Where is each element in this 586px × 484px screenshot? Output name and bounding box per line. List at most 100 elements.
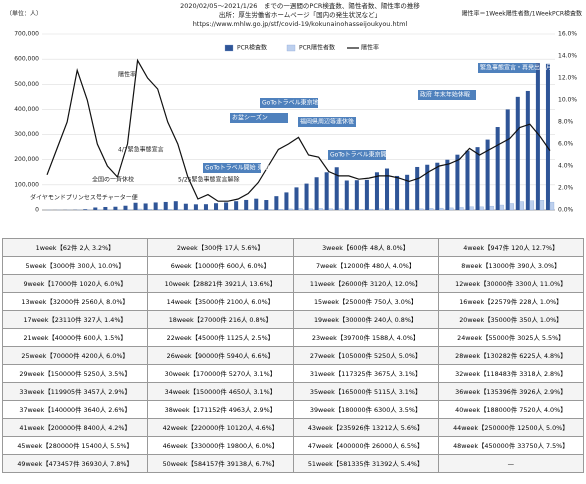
annotation-box — [260, 98, 318, 108]
bar — [419, 208, 424, 211]
bar — [395, 175, 400, 210]
table-cell: 45week【280000件 15400人 5.5%】 — [1, 436, 149, 455]
table-cell: 35week【165000件 5115人 3.1%】 — [292, 382, 439, 401]
bar — [147, 209, 152, 211]
table-cell: 12week【30000件 3300人 11.0%】 — [437, 274, 585, 293]
table-cell: 33week【119905件 3457人 2.9%】 — [1, 382, 149, 401]
bar — [163, 201, 168, 210]
bar — [539, 200, 545, 211]
y2-tick-label: 0.0% — [558, 207, 574, 214]
table-cell: 39week【180000件 6300人 3.5%】 — [292, 400, 439, 419]
legend-label: 陽性率 — [361, 44, 379, 52]
bar — [515, 96, 520, 210]
bar — [509, 203, 514, 211]
table-cell: 16week【22579件 228人 1.0%】 — [437, 292, 585, 311]
bar — [137, 208, 142, 211]
bar — [274, 196, 279, 210]
bar — [408, 208, 414, 211]
bar — [288, 208, 293, 211]
bar — [177, 209, 182, 211]
table-cell: 48week【450000件 33750人 7.5%】 — [437, 436, 585, 455]
annotation-box — [203, 163, 261, 173]
annotation: GoToトラベル開始 東京都は除外 — [205, 164, 294, 172]
y2-tick-label: 6.0% — [558, 141, 574, 148]
bar — [499, 204, 504, 211]
table-cell: 24week【55000件 3025人 5.5%】 — [437, 328, 585, 347]
bar — [334, 167, 339, 210]
table-cell: 18week【27000件 216人 0.8%】 — [147, 310, 294, 329]
legend-swatch — [286, 44, 296, 52]
bar — [318, 208, 323, 211]
y-tick-label: 200,000 — [14, 156, 39, 163]
table-cell: 5week【3000件 300人 10.0%】 — [1, 256, 149, 275]
annotation-box — [478, 63, 536, 73]
y-tick-label: 600,000 — [14, 56, 39, 63]
table-row: 21week【40000件 600人 1.5%】 22week【45000件 11… — [1, 328, 585, 347]
y2-tick-label: 14.0% — [558, 53, 577, 60]
annotation: 4/7緊急事態宣言 — [118, 146, 164, 154]
bar — [378, 208, 384, 211]
bar — [314, 177, 319, 210]
bar — [429, 208, 434, 211]
table-cell: 46week【330000件 19800人 6.0%】 — [147, 436, 294, 455]
table-row: 1week【62件 2人 3.2%】 2week【300件 17人 5.6%】 3w… — [1, 238, 585, 257]
bar — [449, 207, 454, 211]
table-cell: 8week【13000件 390人 3.0%】 — [437, 256, 585, 275]
bar — [113, 206, 118, 210]
table-cell: 9week【17000件 1020人 6.0%】 — [1, 274, 149, 293]
bar — [167, 209, 172, 211]
table-cell: 41week【200000件 8400人 4.2%】 — [1, 418, 149, 437]
table-cell: 7week【12000件 480人 4.0%】 — [292, 256, 439, 275]
bar — [475, 147, 480, 210]
bar — [348, 208, 353, 211]
bar — [495, 127, 500, 210]
rate-line — [46, 58, 551, 202]
y2-axis-label: 陽性率＝1Week陽性者数/1WeekPCR検査数 — [461, 10, 582, 18]
bar — [368, 208, 374, 211]
bar — [143, 203, 148, 210]
source-url: https://www.mhlw.go.jp/stf/covid-19/koku… — [193, 20, 408, 28]
bar — [529, 200, 535, 211]
table-cell: 22week【45000件 1125人 2.5%】 — [147, 328, 294, 347]
table-cell: — — [437, 454, 585, 473]
bar — [398, 208, 404, 211]
table-row: 9week【17000件 1020人 6.0%】 10week【28821件 39… — [1, 274, 585, 293]
annotation: 陽性率 — [118, 71, 136, 79]
bar — [133, 202, 138, 210]
table-cell: 10week【28821件 3921人 13.6%】 — [147, 274, 294, 293]
table-cell: 32week【118483件 3318人 2.8%】 — [437, 364, 585, 383]
bar — [278, 209, 283, 211]
y2-tick-label: 2.0% — [558, 185, 574, 192]
bar — [254, 198, 259, 210]
annotation: ダイヤモンドプリンセス号チャーター便 — [30, 194, 138, 202]
table-cell: 2week【300件 17人 5.6%】 — [147, 238, 294, 257]
table-cell: 27week【105000件 5250人 5.0%】 — [292, 346, 439, 365]
table-cell: 21week【40000件 600人 1.5%】 — [1, 328, 149, 347]
annotation: 5/25緊急事態宣言解除 — [178, 176, 239, 184]
table-cell: 44week【250000件 12500人 5.0%】 — [437, 418, 585, 437]
y-axis-label: （単位：人） — [6, 10, 42, 18]
bar — [439, 207, 444, 211]
table-row: 41week【200000件 8400人 4.2%】 42week【220000件… — [1, 418, 585, 437]
table-cell: 30week【170000件 5270人 3.1%】 — [147, 364, 294, 383]
bar — [469, 206, 474, 211]
bar — [445, 159, 450, 210]
annotation-box — [418, 90, 476, 100]
table-cell: 4week【947件 120人 12.7%】 — [437, 238, 585, 257]
annotation-box — [328, 150, 386, 160]
annotation: GoToトラベル東京地区開始後 — [262, 99, 343, 107]
chart: 2020/02/05〜2021/1/26 までの一週間のPCR検査数、陽性者数、… — [6, 1, 582, 214]
table-cell: 23week【39700件 1588人 4.0%】 — [292, 328, 439, 347]
bar — [465, 150, 470, 210]
table-cell: 3week【600件 48人 8.0%】 — [292, 238, 439, 257]
annotation-box — [298, 117, 356, 127]
bar — [455, 154, 460, 210]
table-row: 49week【473457件 36930人 7.8%】 50week【584157… — [1, 454, 585, 473]
bar — [358, 209, 364, 211]
table-cell: 26week【90000件 5940人 6.6%】 — [147, 346, 294, 365]
bar — [549, 201, 555, 211]
bar — [123, 205, 128, 210]
bar — [214, 203, 219, 210]
table-cell: 40week【188000件 7520人 4.0%】 — [437, 400, 585, 419]
